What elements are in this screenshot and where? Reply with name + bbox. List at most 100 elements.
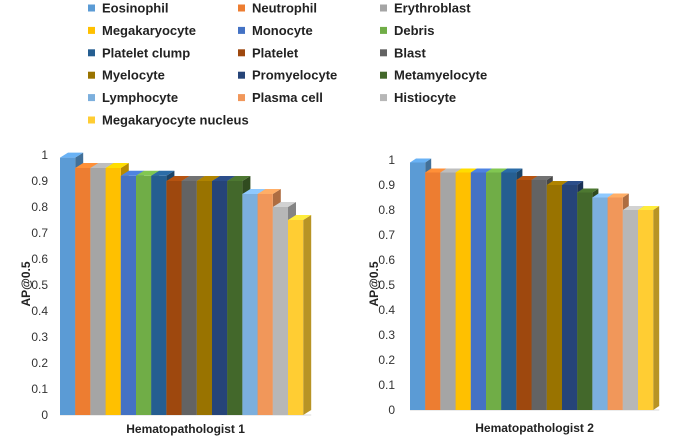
- legend-label: Promyelocyte: [252, 68, 337, 83]
- bar-front: [531, 180, 547, 410]
- y-tick-label: 0.9: [378, 178, 395, 192]
- y-tick-label: 1: [41, 148, 48, 162]
- legend: Eosinophil Neutrophil Erythroblast Megakary…: [88, 1, 487, 128]
- bar-front: [196, 181, 212, 415]
- bar-side: [303, 215, 312, 415]
- legend-swatch: [380, 26, 387, 34]
- bar-top: [75, 163, 99, 168]
- legend-swatch: [88, 94, 95, 102]
- bar-front: [577, 192, 593, 410]
- bar-megakaryocyte-nucleus: [638, 206, 660, 410]
- bar-front: [546, 185, 562, 410]
- bar-front: [501, 172, 517, 410]
- legend-label: Neutrophil: [252, 1, 317, 16]
- bar-front: [90, 168, 106, 415]
- y-tick-label: 0: [388, 403, 395, 417]
- y-tick-label: 0.8: [31, 200, 48, 214]
- legend-item-platelet: Platelet: [238, 45, 299, 60]
- legend-item-promyelocyte: Promyelocyte: [238, 68, 337, 83]
- bar-top: [546, 181, 568, 185]
- legend-swatch: [238, 4, 245, 12]
- bar-top: [531, 176, 553, 180]
- bar-top: [577, 188, 599, 193]
- bar-top: [166, 176, 190, 181]
- bar-front: [75, 168, 91, 415]
- bar-top: [410, 158, 432, 163]
- bar-front: [425, 172, 441, 410]
- chart-hematopathologist-1: 0 0.1 0.2 0.3 0.4 0.5 0.6 0.7 0.8 0.9 1 AP@0.5 Hemat…: [19, 148, 312, 436]
- legend-swatch: [380, 4, 387, 12]
- bar-front: [470, 172, 486, 410]
- bar-top: [272, 202, 296, 207]
- legend-label: Debris: [394, 23, 434, 38]
- legend-label: Metamyelocyte: [394, 68, 487, 83]
- bar-top: [455, 168, 477, 173]
- bar-front: [257, 194, 273, 415]
- bar-top: [501, 168, 523, 173]
- legend-item-monocyte: Monocyte: [238, 23, 313, 38]
- y-tick-label: 0.4: [378, 303, 395, 317]
- bar-top: [242, 189, 266, 194]
- bar-top: [227, 176, 251, 181]
- bar-front: [272, 207, 288, 415]
- legend-label: Blast: [394, 45, 426, 60]
- chart-hematopathologist-2: 0 0.1 0.2 0.3 0.4 0.5 0.6 0.7 0.8 0.9 1 AP@0.5 Hemat…: [367, 153, 660, 435]
- bar-front: [212, 181, 228, 415]
- y-tick-label: 0.3: [378, 328, 395, 342]
- bar-front: [120, 175, 136, 415]
- legend-swatch: [238, 26, 245, 34]
- bar-top: [440, 168, 462, 173]
- legend-swatch: [88, 116, 95, 124]
- y-tick-label: 0: [41, 408, 48, 422]
- legend-swatch: [238, 49, 245, 57]
- legend-label: Plasma cell: [252, 90, 323, 105]
- bar-top: [196, 176, 220, 181]
- bar-front: [227, 181, 243, 415]
- legend-swatch: [88, 71, 95, 79]
- bar-top: [425, 168, 447, 173]
- legend-item-myelocyte: Myelocyte: [88, 68, 165, 83]
- legend-label: Platelet: [252, 45, 299, 60]
- bar-front: [455, 172, 471, 410]
- legend-item-eosinophil: Eosinophil: [88, 1, 168, 16]
- bar-top: [607, 193, 629, 198]
- bar-front: [410, 162, 426, 410]
- y-tick-label: 0.1: [31, 382, 48, 396]
- y-tick-label: 1: [388, 153, 395, 167]
- legend-item-megakaryocyte-nucleus: Megakaryocyte nucleus: [88, 113, 249, 128]
- bar-front: [136, 175, 152, 415]
- bar-top: [181, 176, 205, 181]
- bar-front: [622, 210, 638, 410]
- y-tick-label: 0.2: [31, 356, 48, 370]
- y-tick-label: 0.6: [31, 252, 48, 266]
- bar-front: [288, 220, 304, 415]
- legend-label: Megakaryocyte: [102, 23, 196, 38]
- legend-item-metamyelocyte: Metamyelocyte: [380, 68, 487, 83]
- y-tick-label: 0.3: [31, 330, 48, 344]
- y-axis-title: AP@0.5: [367, 261, 381, 306]
- bar-front: [486, 172, 502, 410]
- bar-top: [257, 189, 281, 194]
- legend-item-platelet-clump: Platelet clump: [88, 45, 190, 60]
- y-tick-label: 0.5: [31, 278, 48, 292]
- bar-front: [607, 197, 623, 410]
- bar-front: [440, 172, 456, 410]
- legend-label: Monocyte: [252, 23, 313, 38]
- bar-top: [470, 168, 492, 173]
- bar-side: [653, 206, 660, 410]
- bar-megakaryocyte-nucleus: [288, 215, 312, 415]
- bar-top: [592, 193, 614, 198]
- legend-label: Eosinophil: [102, 1, 168, 16]
- y-tick-label: 0.7: [378, 228, 395, 242]
- bar-top: [212, 176, 236, 181]
- legend-item-megakaryocyte: Megakaryocyte: [88, 23, 196, 38]
- bar-front: [181, 181, 197, 415]
- bar-top: [486, 168, 508, 173]
- legend-item-neutrophil: Neutrophil: [238, 1, 317, 16]
- legend-item-erythroblast: Erythroblast: [380, 1, 471, 16]
- legend-item-blast: Blast: [380, 45, 426, 60]
- y-tick-label: 0.5: [378, 278, 395, 292]
- bar-front: [60, 157, 76, 415]
- bar-front: [562, 185, 578, 410]
